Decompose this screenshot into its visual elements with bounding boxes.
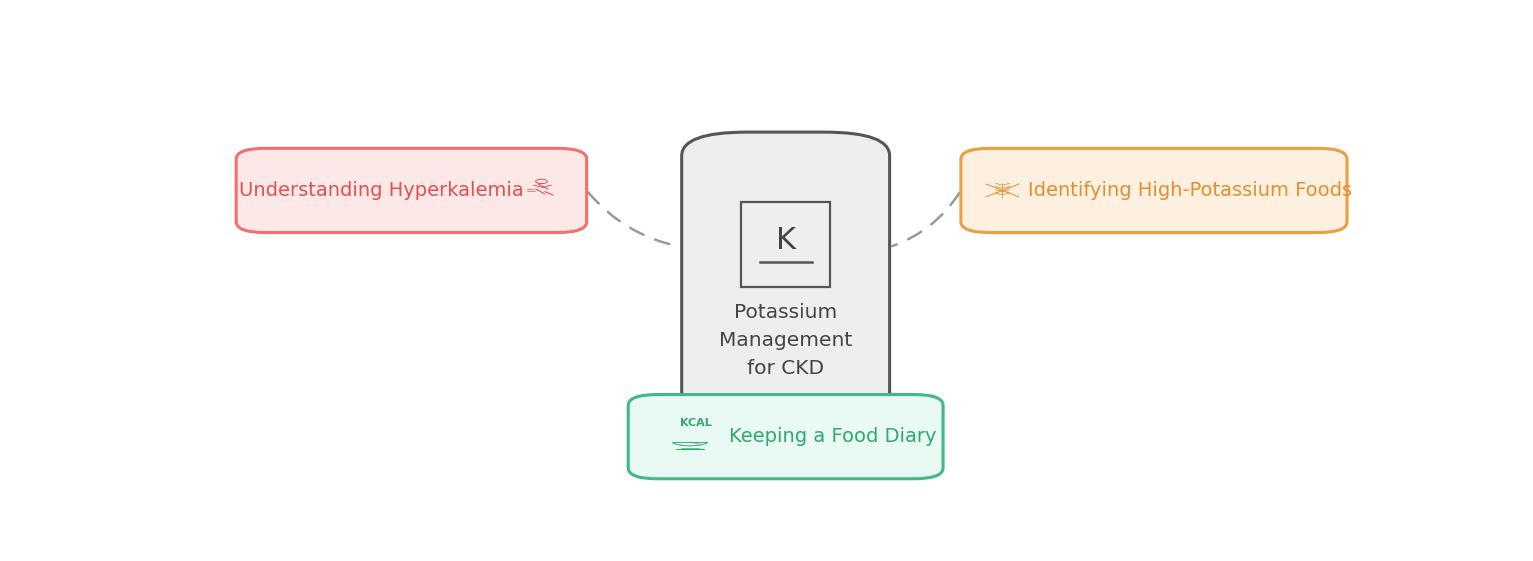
FancyBboxPatch shape	[682, 132, 889, 434]
FancyBboxPatch shape	[236, 148, 587, 233]
Text: K: K	[776, 226, 796, 255]
Text: Understanding Hyperkalemia: Understanding Hyperkalemia	[239, 181, 524, 200]
Text: for CKD: for CKD	[747, 359, 825, 378]
FancyBboxPatch shape	[629, 394, 943, 479]
Text: Potassium: Potassium	[734, 303, 837, 322]
Text: Keeping a Food Diary: Keeping a Food Diary	[730, 427, 937, 446]
Text: Management: Management	[719, 331, 852, 350]
Text: Identifying High-Potassium Foods: Identifying High-Potassium Foods	[1027, 181, 1352, 200]
Text: KCAL: KCAL	[681, 418, 711, 428]
FancyBboxPatch shape	[961, 148, 1348, 233]
